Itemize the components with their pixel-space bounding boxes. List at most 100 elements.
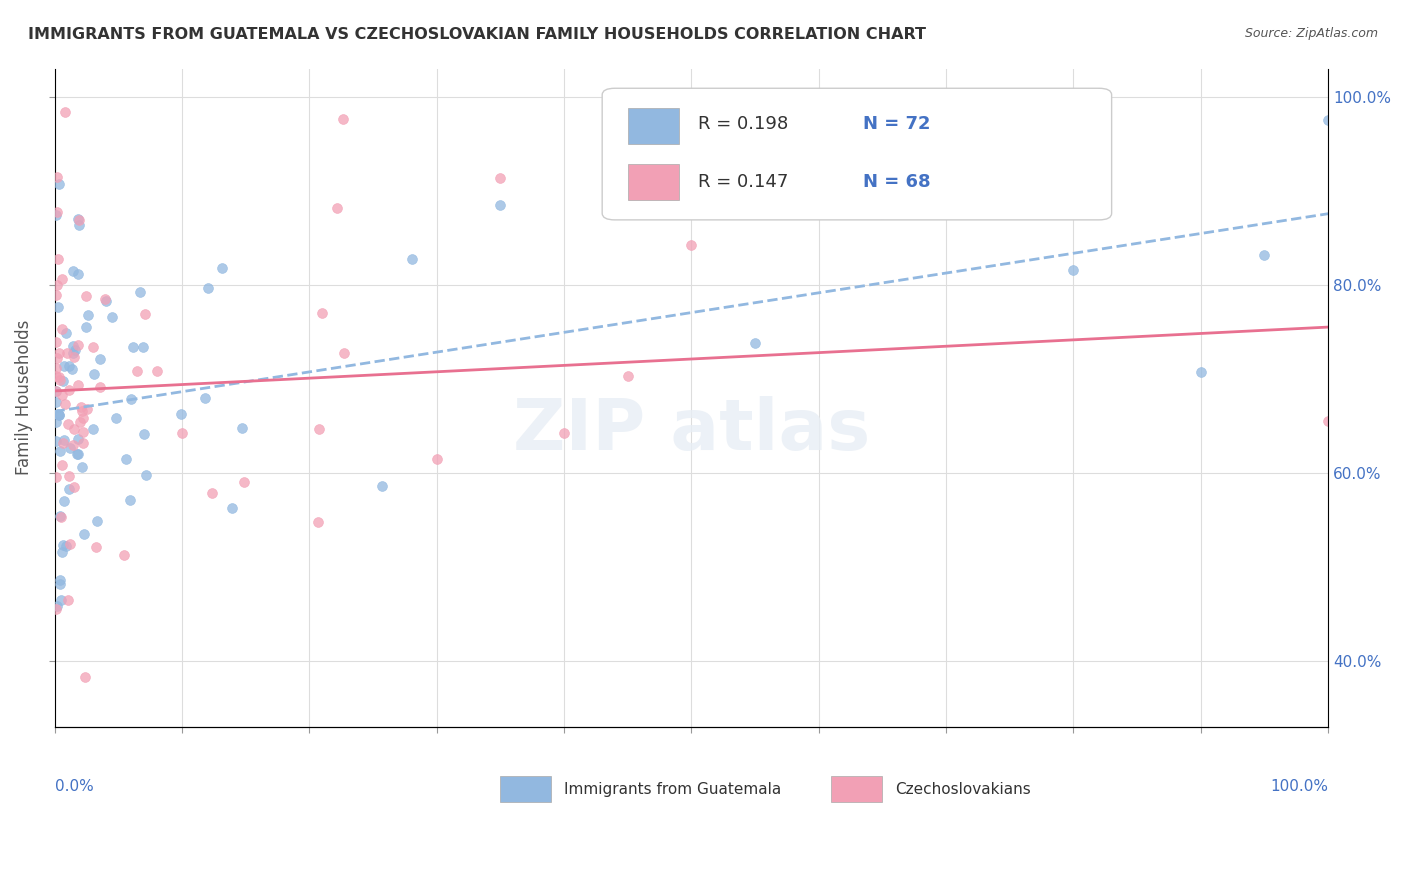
Immigrants from Guatemala (70, 459, 93, 474)
Immigrants from Guatemala (45, 384, 67, 398)
Text: Immigrants from Guatemala: Immigrants from Guatemala (564, 781, 782, 797)
Immigrants from Guatemala (59, 442, 82, 456)
Czechoslovakians (89, 379, 111, 393)
Immigrants from Guatemala (1253, 248, 1275, 262)
Czechoslovakians (67, 377, 90, 392)
Immigrants from Guatemala (48, 577, 70, 591)
Immigrants from Guatemala (45, 395, 67, 409)
FancyBboxPatch shape (627, 164, 679, 200)
Czechoslovakians (51, 322, 73, 336)
Immigrants from Guatemala (45, 208, 67, 222)
Immigrants from Guatemala (48, 408, 70, 422)
Czechoslovakians (70, 404, 93, 418)
Text: Source: ZipAtlas.com: Source: ZipAtlas.com (1244, 27, 1378, 40)
Immigrants from Guatemala (872, 207, 894, 221)
Czechoslovakians (127, 364, 149, 378)
Czechoslovakians (56, 417, 79, 432)
Czechoslovakians (1317, 414, 1340, 428)
Immigrants from Guatemala (221, 500, 243, 515)
Y-axis label: Family Households: Family Households (15, 320, 32, 475)
Immigrants from Guatemala (60, 362, 83, 376)
Czechoslovakians (66, 338, 89, 352)
Text: R = 0.198: R = 0.198 (697, 115, 787, 134)
Czechoslovakians (232, 475, 254, 490)
Czechoslovakians (51, 388, 73, 402)
Czechoslovakians (45, 169, 67, 184)
Czechoslovakians (62, 480, 84, 494)
Czechoslovakians (311, 305, 333, 319)
Czechoslovakians (94, 292, 117, 306)
Czechoslovakians (48, 346, 70, 360)
Czechoslovakians (48, 369, 70, 384)
Czechoslovakians (307, 515, 329, 529)
Czechoslovakians (72, 435, 94, 450)
Czechoslovakians (616, 369, 638, 384)
Immigrants from Guatemala (51, 545, 73, 559)
FancyBboxPatch shape (501, 776, 551, 802)
Immigrants from Guatemala (197, 280, 219, 294)
Immigrants from Guatemala (58, 482, 80, 496)
Czechoslovakians (62, 438, 84, 452)
Czechoslovakians (70, 400, 93, 414)
Immigrants from Guatemala (73, 527, 96, 541)
Czechoslovakians (59, 537, 82, 551)
Czechoslovakians (112, 548, 135, 562)
Immigrants from Guatemala (194, 391, 217, 405)
Immigrants from Guatemala (62, 264, 84, 278)
Czechoslovakians (46, 252, 69, 267)
Immigrants from Guatemala (48, 444, 70, 458)
Immigrants from Guatemala (58, 359, 80, 374)
Immigrants from Guatemala (86, 514, 108, 528)
Text: ZIP atlas: ZIP atlas (513, 396, 870, 465)
Czechoslovakians (45, 369, 67, 384)
Immigrants from Guatemala (49, 593, 72, 607)
Czechoslovakians (72, 411, 94, 425)
Immigrants from Guatemala (52, 538, 75, 552)
Immigrants from Guatemala (744, 335, 766, 350)
Czechoslovakians (53, 104, 76, 119)
Czechoslovakians (51, 458, 73, 472)
Czechoslovakians (58, 468, 80, 483)
Czechoslovakians (145, 364, 167, 378)
Czechoslovakians (326, 201, 349, 215)
Czechoslovakians (51, 271, 73, 285)
Immigrants from Guatemala (129, 285, 152, 299)
Immigrants from Guatemala (55, 326, 77, 341)
Immigrants from Guatemala (55, 539, 77, 553)
Czechoslovakians (58, 383, 80, 397)
Immigrants from Guatemala (1062, 263, 1084, 277)
Immigrants from Guatemala (231, 421, 253, 435)
Czechoslovakians (134, 307, 156, 321)
Immigrants from Guatemala (63, 343, 86, 357)
Text: N = 68: N = 68 (863, 173, 931, 191)
Immigrants from Guatemala (46, 599, 69, 613)
Czechoslovakians (46, 205, 69, 219)
FancyBboxPatch shape (602, 88, 1112, 220)
Immigrants from Guatemala (77, 308, 100, 322)
Czechoslovakians (53, 397, 76, 411)
Czechoslovakians (553, 426, 575, 441)
Immigrants from Guatemala (120, 493, 142, 508)
Czechoslovakians (49, 373, 72, 387)
Czechoslovakians (45, 360, 67, 375)
Text: IMMIGRANTS FROM GUATEMALA VS CZECHOSLOVAKIAN FAMILY HOUSEHOLDS CORRELATION CHART: IMMIGRANTS FROM GUATEMALA VS CZECHOSLOVA… (28, 27, 927, 42)
Immigrants from Guatemala (67, 219, 90, 233)
Immigrants from Guatemala (169, 407, 191, 421)
Text: 100.0%: 100.0% (1270, 780, 1329, 794)
Immigrants from Guatemala (66, 447, 89, 461)
Immigrants from Guatemala (94, 293, 117, 308)
Immigrants from Guatemala (101, 310, 124, 325)
Czechoslovakians (56, 593, 79, 607)
Czechoslovakians (55, 346, 77, 360)
Czechoslovakians (333, 345, 356, 359)
Czechoslovakians (69, 415, 91, 429)
Immigrants from Guatemala (48, 573, 70, 587)
Czechoslovakians (681, 237, 703, 252)
Czechoslovakians (45, 288, 67, 302)
Czechoslovakians (63, 350, 86, 364)
Immigrants from Guatemala (66, 212, 89, 227)
Immigrants from Guatemala (1189, 365, 1212, 379)
Immigrants from Guatemala (401, 252, 423, 266)
Czechoslovakians (45, 384, 67, 398)
Czechoslovakians (82, 341, 104, 355)
